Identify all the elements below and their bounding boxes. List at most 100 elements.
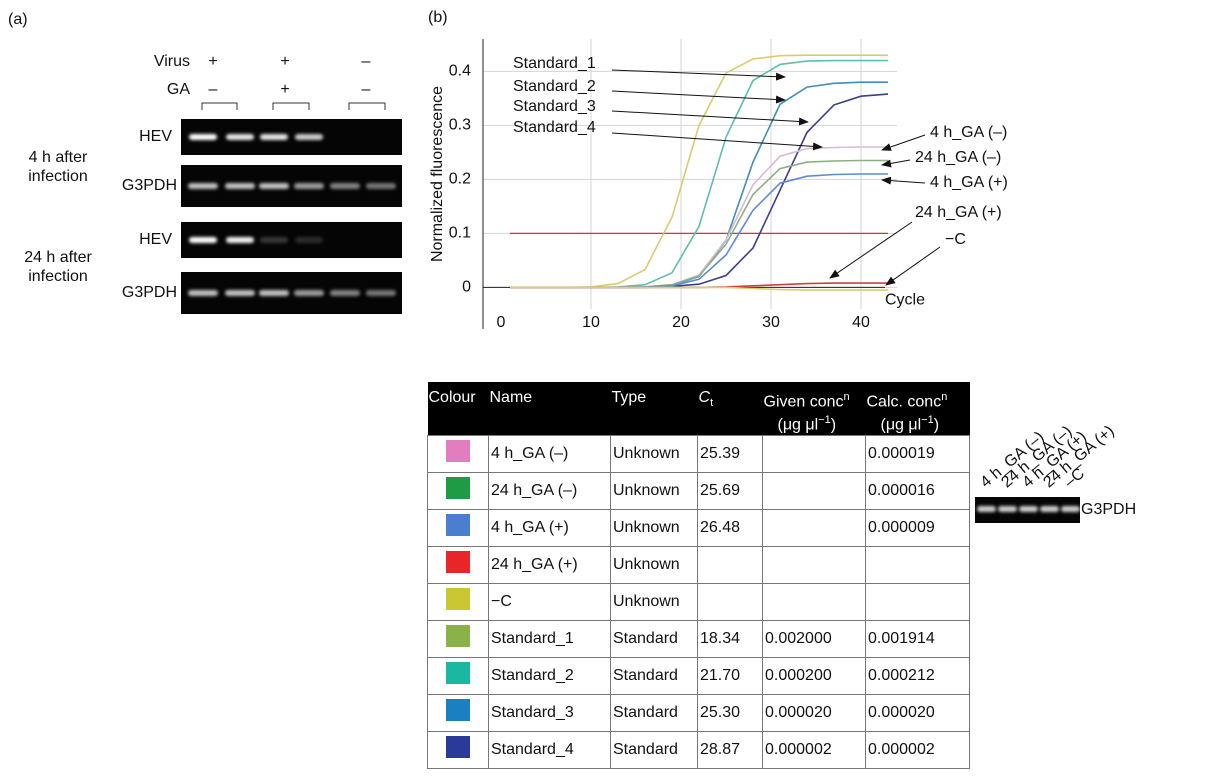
- header-line: Calc. concn: [867, 388, 969, 411]
- x-tick-label: 30: [762, 314, 780, 331]
- table-row: −CUnknown: [428, 583, 970, 620]
- gel-band: [225, 183, 255, 189]
- table-row: 24 h_GA (–)Unknown25.690.000016: [428, 472, 970, 509]
- header-text: (μg μl: [778, 417, 819, 434]
- gel-band: [294, 290, 324, 296]
- gel-band: [226, 134, 254, 140]
- header-line: Ct: [699, 388, 762, 413]
- swatch-cell: [428, 620, 489, 657]
- header-cell: Ct: [698, 382, 763, 435]
- annotation: Standard_3: [513, 98, 596, 115]
- panel-label: (a): [8, 11, 28, 28]
- table-cell: Unknown: [611, 546, 698, 583]
- x-tick-label: 40: [852, 314, 870, 331]
- color-swatch: [446, 551, 470, 573]
- table-cell: 25.39: [698, 435, 763, 472]
- table-cell: Standard_2: [489, 657, 611, 694]
- gel-band: [189, 237, 217, 243]
- annotation: Standard_2: [513, 78, 596, 95]
- condition-sign: –: [362, 81, 371, 98]
- table-cell: 4 h_GA (+): [489, 509, 611, 546]
- y-tick-label: 0.2: [449, 171, 471, 188]
- header-cell: Type: [611, 382, 698, 435]
- color-swatch: [446, 477, 470, 499]
- swatch-cell: [428, 731, 489, 768]
- table-cell: 0.000212: [866, 657, 970, 694]
- header-text: t: [710, 397, 713, 409]
- gel-band: [998, 506, 1017, 512]
- gel-band: [259, 290, 289, 296]
- table-cell: Standard: [611, 620, 698, 657]
- x-tick-label: 10: [582, 314, 600, 331]
- swatch-cell: [428, 435, 489, 472]
- header-line: Name: [490, 388, 610, 407]
- x-tick-label: 20: [672, 314, 690, 331]
- annotation: Standard_4: [513, 119, 596, 136]
- y-axis-label: Normalized fluorescence: [429, 86, 446, 262]
- header-text: −1: [818, 414, 831, 426]
- annotation-arrow: [612, 91, 785, 100]
- table-cell: 4 h_GA (–): [489, 435, 611, 472]
- table-cell: 26.48: [698, 509, 763, 546]
- panel-label: (b): [428, 9, 448, 26]
- gel-band: [330, 290, 360, 296]
- header-text: Name: [490, 389, 533, 406]
- color-swatch: [446, 625, 470, 647]
- gel-band: [1061, 506, 1080, 512]
- condition-sign: +: [208, 53, 217, 70]
- y-tick-label: 0: [462, 279, 471, 296]
- header-text: (μg μl: [881, 417, 922, 434]
- color-swatch: [446, 662, 470, 684]
- timepoint-label: 4 h after: [29, 149, 88, 166]
- y-tick-label: 0.4: [449, 63, 471, 80]
- gel-band: [188, 183, 218, 189]
- table-cell: [763, 546, 866, 583]
- header-line: Given concn: [764, 388, 865, 411]
- gel-band: [366, 290, 396, 296]
- gel-band: [294, 183, 324, 189]
- table-cell: 0.000020: [763, 694, 866, 731]
- y-tick-label: 0.1: [449, 225, 471, 242]
- header-text: ): [831, 417, 836, 434]
- condition-sign: –: [362, 53, 371, 70]
- table-cell: 0.000009: [866, 509, 970, 546]
- annotation: −C: [945, 231, 966, 248]
- table-row: 4 h_GA (–)Unknown25.390.000019: [428, 435, 970, 472]
- gel-band: [226, 237, 254, 243]
- table-cell: Standard_1: [489, 620, 611, 657]
- table-cell: Unknown: [611, 435, 698, 472]
- swatch-cell: [428, 583, 489, 620]
- header-line: Type: [612, 388, 697, 407]
- table-cell: [763, 435, 866, 472]
- annotation: Standard_1: [513, 55, 596, 72]
- table-cell: 0.000002: [866, 731, 970, 768]
- table-row: Standard_2Standard21.700.0002000.000212: [428, 657, 970, 694]
- table-cell: Standard: [611, 657, 698, 694]
- table-cell: 25.30: [698, 694, 763, 731]
- header-text: −1: [921, 414, 934, 426]
- table-row: Standard_1Standard18.340.0020000.001914: [428, 620, 970, 657]
- gel-band: [295, 237, 323, 243]
- annotation-arrow: [882, 180, 925, 183]
- header-text: ): [934, 417, 939, 434]
- color-swatch: [446, 736, 470, 758]
- table-cell: [698, 546, 763, 583]
- table-cell: [866, 546, 970, 583]
- table-cell: Standard_3: [489, 694, 611, 731]
- gel-label: G3PDH: [1081, 501, 1136, 518]
- swatch-cell: [428, 657, 489, 694]
- annotation-arrow: [612, 111, 808, 122]
- header-text: Calc. conc: [867, 393, 942, 410]
- header-cell: Given concn(μg μl−1): [763, 382, 866, 435]
- header-line: (μg μl−1): [764, 411, 865, 434]
- header-line: (μg μl−1): [867, 411, 969, 434]
- color-swatch: [446, 588, 470, 610]
- gel-band: [330, 183, 360, 189]
- table-cell: Standard_4: [489, 731, 611, 768]
- table-cell: 0.000016: [866, 472, 970, 509]
- timepoint-label: 24 h after: [24, 249, 92, 266]
- annotation-arrow: [882, 135, 925, 150]
- series-line: [510, 147, 888, 287]
- gel-band: [260, 237, 288, 243]
- color-swatch: [446, 699, 470, 721]
